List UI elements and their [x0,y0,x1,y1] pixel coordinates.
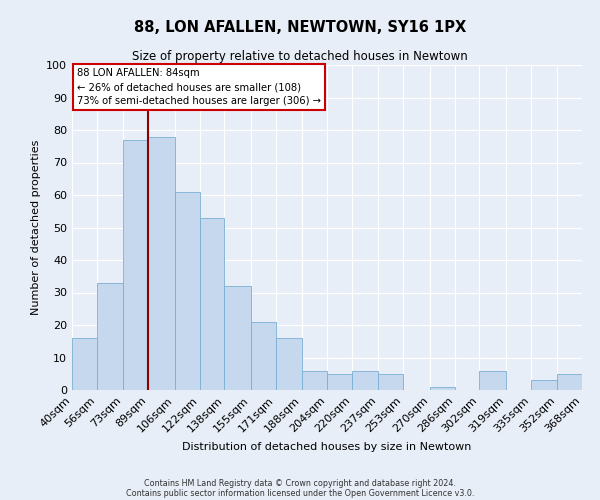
Bar [379,374,403,390]
Bar [224,286,251,390]
Bar [302,370,327,390]
Bar [199,218,224,390]
Text: Contains public sector information licensed under the Open Government Licence v3: Contains public sector information licen… [126,488,474,498]
Bar [327,374,352,390]
Y-axis label: Number of detached properties: Number of detached properties [31,140,41,315]
Bar [275,338,302,390]
Bar [352,370,379,390]
Bar [430,387,455,390]
X-axis label: Distribution of detached houses by size in Newtown: Distribution of detached houses by size … [182,442,472,452]
Text: 88, LON AFALLEN, NEWTOWN, SY16 1PX: 88, LON AFALLEN, NEWTOWN, SY16 1PX [134,20,466,35]
Bar [251,322,275,390]
Bar [97,283,124,390]
Bar [148,136,175,390]
Bar [175,192,199,390]
Text: Size of property relative to detached houses in Newtown: Size of property relative to detached ho… [132,50,468,63]
Text: 88 LON AFALLEN: 84sqm
← 26% of detached houses are smaller (108)
73% of semi-det: 88 LON AFALLEN: 84sqm ← 26% of detached … [77,68,321,106]
Bar [479,370,506,390]
Bar [530,380,557,390]
Bar [124,140,148,390]
Bar [557,374,582,390]
Bar [72,338,97,390]
Text: Contains HM Land Registry data © Crown copyright and database right 2024.: Contains HM Land Registry data © Crown c… [144,478,456,488]
